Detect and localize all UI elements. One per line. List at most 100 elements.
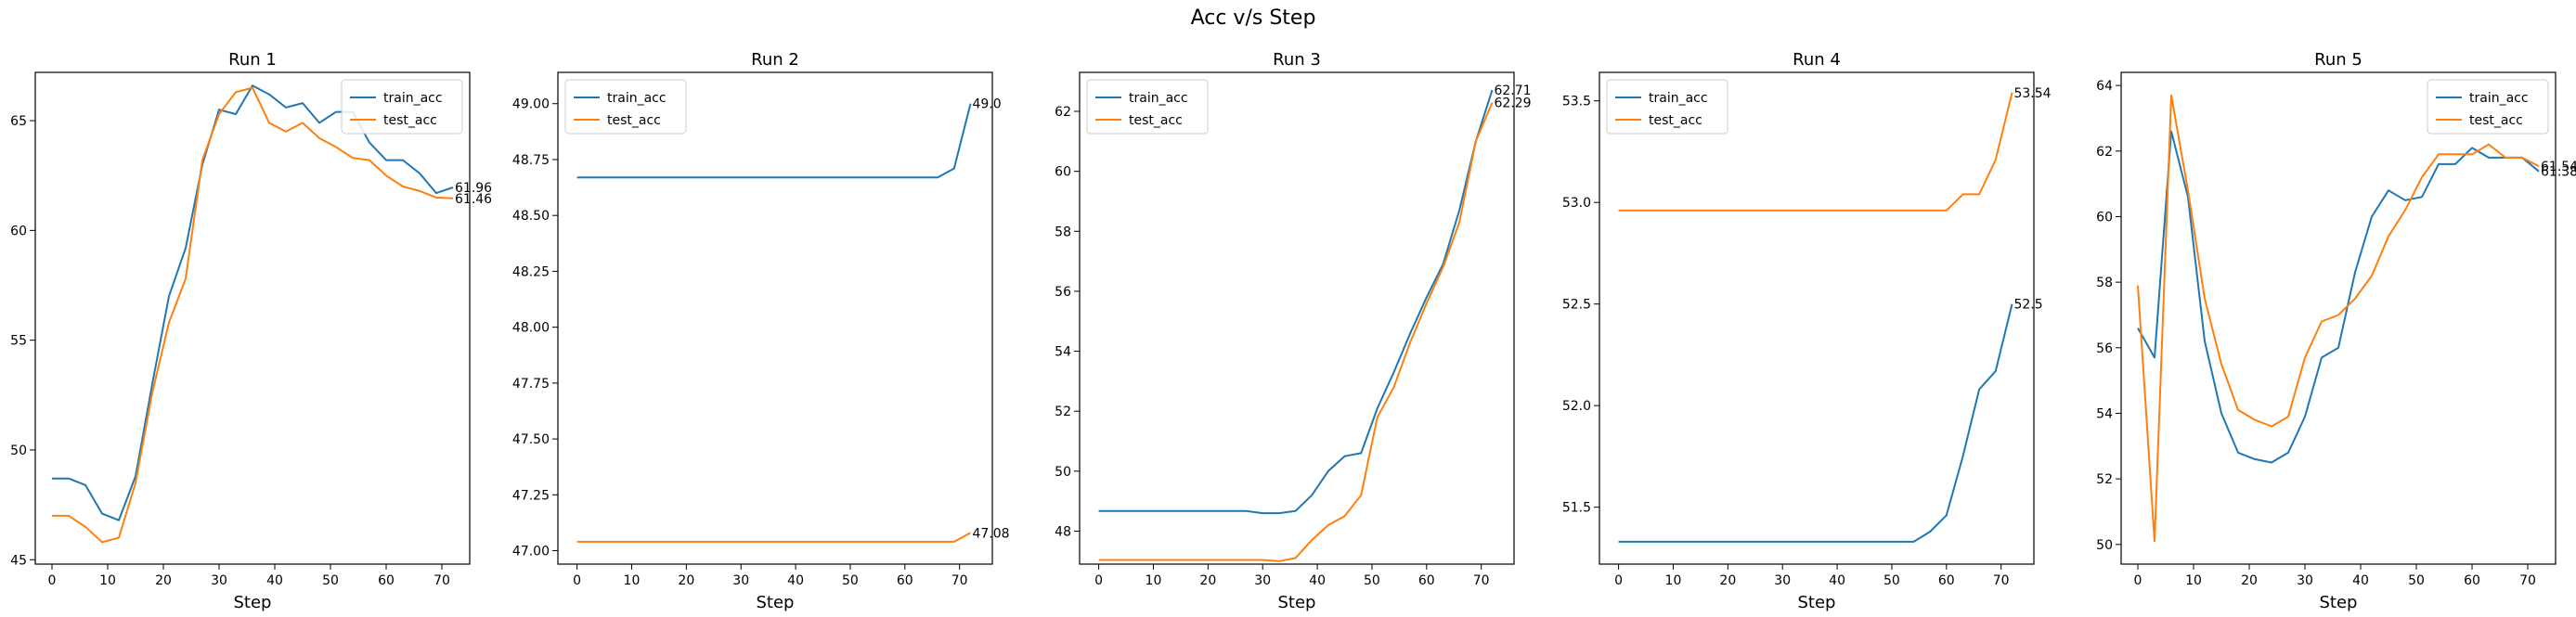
subplot-title: Run 1 xyxy=(228,50,277,70)
legend-label: test_acc xyxy=(1129,113,1183,128)
subplot-run-4: Run 4 0 10 20 30 40 50 60 70 51.5 52.0 52.5 53.0 53.5… xyxy=(1562,50,2052,612)
subplots: Run 10 10 20 30 40 50 60 704550556065Step61.966… xyxy=(10,50,2576,612)
series-line-train-acc xyxy=(52,84,454,521)
y-tick-label: 48.25 xyxy=(512,264,550,279)
y-tick-label: 60 xyxy=(2096,210,2113,225)
end-value-label: 62.71 xyxy=(1494,84,1531,98)
x-tick-label: 30 xyxy=(1254,573,1271,588)
y-tick-label: 50 xyxy=(2096,538,2113,553)
x-tick-label: 50 xyxy=(1883,573,1900,588)
legend: train_acc test_acc xyxy=(2427,79,2549,135)
y-tick-label: 58 xyxy=(2096,276,2113,290)
x-tick-label: 60 xyxy=(2464,573,2480,588)
y-tick-label: 53.5 xyxy=(1562,95,1591,109)
x-tick-label: 20 xyxy=(2241,573,2258,588)
x-axis-label: Step xyxy=(1278,593,1316,612)
x-tick-label: 20 xyxy=(678,573,694,588)
x-tick-label: 20 xyxy=(1199,573,1216,588)
end-value-label: 61.46 xyxy=(455,192,492,207)
y-tick-label: 54 xyxy=(1055,345,1071,360)
legend: train_acc test_acc xyxy=(1086,79,1209,135)
y-tick-label: 54 xyxy=(2096,406,2113,421)
legend-label: train_acc xyxy=(1649,91,1708,106)
subplot-run-5: Run 5 0 10 20 30 40 50 60 70 50 52 54 56 58 60 62 64 Step… xyxy=(2096,50,2576,612)
x-tick-label: 40 xyxy=(2352,573,2369,588)
x-tick-label: 70 xyxy=(434,573,450,588)
y-tick-label: 62 xyxy=(1055,105,1071,120)
y-tick-label: 47.00 xyxy=(512,545,550,559)
x-tick-label: 50 xyxy=(2408,573,2425,588)
legend: train_acc test_acc xyxy=(1606,79,1728,135)
x-tick-label: 70 xyxy=(951,573,968,588)
end-value-label: 49.0 xyxy=(972,97,1001,112)
legend: train_acc test_acc xyxy=(564,79,687,135)
legend-label: test_acc xyxy=(2469,113,2523,128)
end-value-label: 47.08 xyxy=(972,526,1009,541)
x-tick-label: 30 xyxy=(211,573,227,588)
x-tick-label: 40 xyxy=(1829,573,1845,588)
subplot-title: Run 2 xyxy=(751,50,799,70)
x-axis-label: Step xyxy=(234,593,272,612)
axes-frame xyxy=(1079,71,1515,565)
y-tick-label: 45 xyxy=(10,553,27,568)
y-tick-label: 52 xyxy=(2096,472,2113,487)
x-tick-label: 70 xyxy=(1993,573,2010,588)
x-tick-label: 40 xyxy=(1309,573,1326,588)
axes-frame xyxy=(34,71,471,565)
series-line-test-acc xyxy=(1618,92,2013,212)
y-tick-label: 56 xyxy=(2096,341,2113,356)
y-tick-label: 48.00 xyxy=(512,321,550,336)
x-tick-label: 70 xyxy=(1473,573,1490,588)
end-value-label: 61.96 xyxy=(455,181,492,196)
axes-frame xyxy=(1599,71,2035,565)
y-tick-label: 50 xyxy=(10,443,27,458)
x-tick-label: 60 xyxy=(897,573,913,588)
y-tick-label: 48.50 xyxy=(512,209,550,224)
x-tick-label: 40 xyxy=(787,573,804,588)
x-tick-label: 10 xyxy=(99,573,116,588)
y-tick-label: 52.0 xyxy=(1562,399,1591,414)
end-value-label: 52.5 xyxy=(2013,298,2042,313)
y-tick-label: 51.5 xyxy=(1562,501,1591,516)
x-tick-label: 0 xyxy=(48,573,57,588)
x-tick-label: 30 xyxy=(732,573,749,588)
figure-title: Acc v/s Step xyxy=(1191,6,1316,30)
x-tick-label: 60 xyxy=(1938,573,1955,588)
legend-label: train_acc xyxy=(1129,91,1188,106)
legend-label: train_acc xyxy=(607,91,667,106)
axes-frame xyxy=(2120,71,2557,565)
x-tick-label: 10 xyxy=(2185,573,2202,588)
end-value-label: 62.29 xyxy=(1494,96,1531,111)
series-line-train-acc xyxy=(2137,130,2540,464)
x-tick-label: 30 xyxy=(2297,573,2313,588)
x-tick-label: 20 xyxy=(155,573,172,588)
x-tick-label: 70 xyxy=(2519,573,2536,588)
series-line-train-acc xyxy=(1098,89,1494,515)
y-tick-label: 47.75 xyxy=(512,377,550,392)
y-tick-label: 60 xyxy=(10,224,27,238)
series-line-train-acc xyxy=(576,103,972,179)
series-line-test-acc xyxy=(576,532,971,543)
subplot-title: Run 4 xyxy=(1793,50,1841,70)
y-tick-label: 56 xyxy=(1055,285,1071,300)
x-tick-label: 50 xyxy=(1364,573,1380,588)
subplot-run-2: Run 2 0 10 20 30 40 50 60 70 47.00 47.25 47.50 47.75… xyxy=(512,50,1010,612)
y-tick-label: 64 xyxy=(2096,79,2113,94)
y-tick-label: 52 xyxy=(1055,405,1071,419)
y-tick-label: 53.0 xyxy=(1562,196,1591,211)
subplot-title: Run 5 xyxy=(2314,50,2362,70)
y-tick-label: 62 xyxy=(2096,145,2113,160)
x-tick-label: 60 xyxy=(1418,573,1435,588)
x-tick-label: 50 xyxy=(842,573,859,588)
y-tick-label: 47.25 xyxy=(512,488,550,503)
x-tick-label: 0 xyxy=(2134,573,2142,588)
end-value-label: 61.54 xyxy=(2541,160,2576,174)
x-axis-label: Step xyxy=(2320,593,2358,612)
legend-label: test_acc xyxy=(607,113,661,128)
legend-label: test_acc xyxy=(383,113,437,128)
x-tick-label: 10 xyxy=(624,573,641,588)
x-tick-label: 20 xyxy=(1719,573,1736,588)
legend-label: train_acc xyxy=(2469,91,2529,106)
end-value-label: 61.38 xyxy=(2541,165,2576,180)
